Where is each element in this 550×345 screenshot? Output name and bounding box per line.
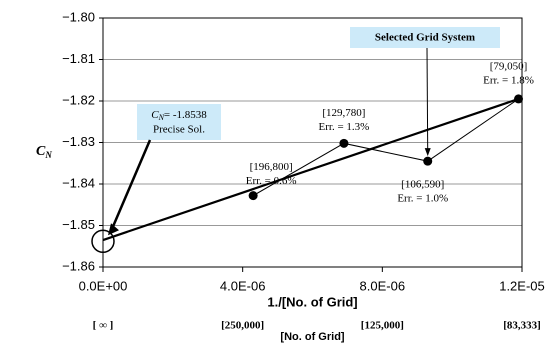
data-point (423, 156, 433, 166)
x2-tick-label: [250,000] (221, 320, 264, 332)
selected-arrow (426, 47, 429, 154)
point-label: [79,050] (490, 60, 528, 72)
data-point (339, 138, 349, 148)
x-tick-label: 1.2E-05 (499, 278, 545, 293)
selected-box (350, 27, 500, 48)
arrow-head (424, 148, 431, 157)
point-label: Err. = 1.0% (397, 193, 448, 205)
y-title-main: C (36, 144, 46, 159)
callout-sub: N (158, 113, 165, 122)
y-axis-title: CN (36, 144, 52, 160)
point-label: [196,800] (250, 161, 293, 173)
x-tick-label: 4.0E-06 (220, 278, 266, 293)
y-title-sub: N (44, 150, 52, 160)
x2-tick-label: [83,333] (503, 320, 541, 332)
point-label: Err. = 1.3% (319, 121, 370, 133)
selected-label: Selected Grid System (375, 32, 475, 44)
callout-box (137, 104, 221, 140)
callout-arrow (109, 139, 152, 232)
plot-frame (102, 17, 523, 268)
data-point (248, 191, 258, 201)
y-tick-label: −1.86 (62, 258, 95, 273)
y-tick-label: −1.80 (62, 9, 95, 24)
x-tick-label: 8.0E-06 (360, 278, 406, 293)
y-tick-label: −1.85 (62, 217, 95, 232)
callout-text: CN= -1.8538 (151, 109, 207, 122)
point-label: [129,780] (322, 107, 365, 119)
x-tick-label: 0.0E+00 (79, 278, 128, 293)
callout-rest: = -1.8538 (164, 109, 207, 121)
y-tick-label: −1.83 (62, 134, 95, 149)
point-label: Err. = 1.8% (483, 74, 534, 86)
point-label: [106,590] (401, 179, 444, 191)
x2-axis-title: [No. of Grid] (280, 331, 344, 343)
precise-marker (91, 229, 115, 254)
y-tick-label: −1.84 (62, 175, 95, 190)
callout-text: Precise Sol. (153, 124, 205, 136)
series-line (102, 97, 519, 242)
x2-tick-label: [ ∞ ] (93, 320, 114, 332)
arrow-head (108, 223, 119, 236)
x2-tick-label: [125,000] (361, 320, 404, 332)
y-tick-label: −1.82 (62, 92, 95, 107)
series-line (252, 98, 519, 197)
callout-main: C (151, 109, 159, 121)
x-axis-title: 1./[No. of Grid] (267, 294, 357, 309)
y-tick-label: −1.81 (62, 51, 95, 66)
